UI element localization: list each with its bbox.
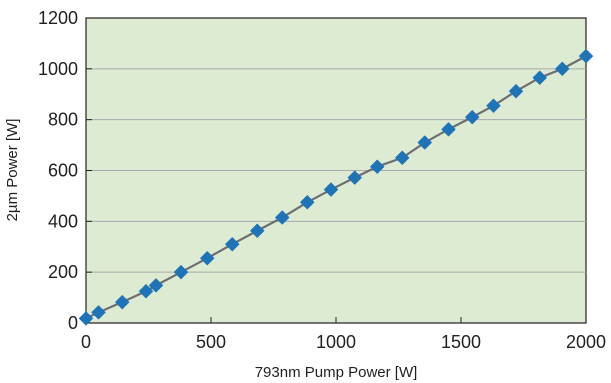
data-point	[554, 61, 570, 77]
data-point	[224, 236, 240, 252]
data-point	[138, 283, 154, 299]
x-tick-label: 1500	[441, 332, 481, 352]
series-markers	[78, 48, 594, 326]
data-point	[486, 98, 501, 114]
data-point	[417, 135, 433, 150]
data-point	[578, 48, 594, 64]
data-point	[369, 159, 385, 175]
data-point	[441, 121, 456, 137]
gridlines	[86, 68, 586, 273]
y-tick-label: 400	[48, 211, 78, 231]
data-point	[299, 194, 315, 210]
y-tick-label: 0	[68, 313, 78, 333]
data-point	[274, 210, 290, 225]
data-point	[464, 109, 480, 125]
y-tick-label: 200	[48, 262, 78, 282]
data-point	[347, 170, 363, 185]
tick-labels: 0 200 400 600 800 1000 1200 0 500 1000 1500 2000	[38, 8, 606, 352]
data-point	[173, 264, 189, 280]
data-point	[508, 83, 524, 99]
y-axis-label: 2µm Power [W]	[4, 119, 21, 222]
data-point	[148, 278, 164, 293]
y-tick-label: 1000	[38, 59, 78, 79]
x-tick-label: 500	[196, 332, 226, 352]
y-tick-label: 1200	[38, 8, 78, 28]
x-axis-label: 793nm Pump Power [W]	[255, 364, 418, 381]
x-tick-label: 1000	[316, 332, 356, 352]
data-point	[114, 294, 130, 310]
data-point	[394, 150, 410, 166]
x-tick-label: 2000	[566, 332, 606, 352]
data-point	[249, 223, 265, 239]
y-tick-label: 600	[48, 161, 78, 181]
data-point	[199, 250, 215, 266]
x-tick-label: 0	[81, 332, 91, 352]
data-point	[532, 70, 548, 86]
data-point	[91, 304, 106, 320]
data-point	[323, 182, 339, 197]
y-tick-label: 800	[48, 110, 78, 130]
data-point	[78, 311, 94, 326]
